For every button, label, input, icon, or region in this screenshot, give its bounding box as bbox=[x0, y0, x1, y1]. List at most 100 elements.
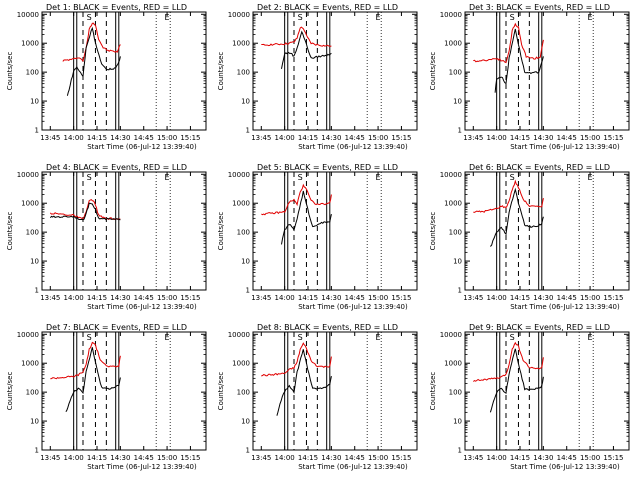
y-tick-label: 1000 bbox=[444, 40, 462, 48]
y-tick-label: 1000 bbox=[444, 360, 462, 368]
x-tick-label: 14:45 bbox=[557, 294, 577, 302]
x-axis-label: Start Time (06-Jul-12 13:39:40) bbox=[510, 303, 620, 311]
x-tick-label: 14:15 bbox=[87, 454, 107, 462]
detector-panel-7: S E 1 10 100 1000 10000 13:45 14:00 14:15 14:30 14:… bbox=[6, 323, 207, 471]
y-tick-label: 1000 bbox=[444, 200, 462, 208]
x-tick-label: 14:15 bbox=[298, 294, 318, 302]
events-series-line bbox=[281, 190, 332, 245]
lld-series-line bbox=[473, 179, 544, 213]
x-tick-label: 14:00 bbox=[64, 134, 84, 142]
x-tick-label: 15:00 bbox=[368, 294, 388, 302]
panel-title: Det 2: BLACK = Events, RED = LLD bbox=[257, 3, 398, 12]
x-tick-label: 14:30 bbox=[110, 454, 130, 462]
lld-series-line bbox=[261, 342, 332, 377]
y-axis-label: Counts/sec bbox=[6, 52, 14, 91]
x-tick-label: 15:00 bbox=[580, 134, 600, 142]
x-tick-label: 14:15 bbox=[87, 134, 107, 142]
x-tick-label: 14:30 bbox=[533, 134, 553, 142]
y-tick-label: 100 bbox=[237, 229, 250, 237]
marker-label-e: E bbox=[588, 173, 593, 182]
x-tick-label: 15:00 bbox=[580, 294, 600, 302]
marker-label-e: E bbox=[165, 333, 170, 342]
detector-panel-4: S E 1 10 100 1000 10000 13:45 14:00 14:15 14:30 14:… bbox=[6, 163, 207, 311]
x-tick-label: 13:45 bbox=[40, 294, 60, 302]
y-tick-label: 1000 bbox=[21, 40, 39, 48]
x-tick-label: 14:30 bbox=[321, 294, 341, 302]
lld-series-line bbox=[473, 22, 544, 64]
x-tick-label: 14:45 bbox=[345, 454, 365, 462]
panel-title: Det 7: BLACK = Events, RED = LLD bbox=[46, 323, 187, 332]
x-tick-label: 15:15 bbox=[180, 294, 200, 302]
y-tick-label: 100 bbox=[449, 389, 462, 397]
x-tick-label: 15:00 bbox=[157, 294, 177, 302]
y-tick-label: 100 bbox=[449, 69, 462, 77]
x-tick-label: 14:00 bbox=[275, 294, 295, 302]
detector-panel-9: S E 1 10 100 1000 10000 13:45 14:00 14:15 14:30 14:… bbox=[429, 323, 630, 471]
y-tick-label: 1 bbox=[246, 287, 250, 295]
x-tick-label: 14:30 bbox=[533, 454, 553, 462]
y-tick-label: 1000 bbox=[232, 40, 250, 48]
y-tick-label: 1000 bbox=[21, 360, 39, 368]
x-tick-label: 14:15 bbox=[510, 134, 530, 142]
x-tick-label: 13:45 bbox=[40, 134, 60, 142]
x-tick-label: 14:30 bbox=[321, 134, 341, 142]
x-tick-label: 15:15 bbox=[603, 294, 623, 302]
y-tick-label: 1 bbox=[35, 127, 39, 135]
y-tick-label: 100 bbox=[26, 69, 39, 77]
y-tick-label: 1 bbox=[458, 127, 462, 135]
marker-label-s: S bbox=[87, 173, 92, 182]
plot-frame bbox=[41, 171, 207, 291]
x-tick-label: 13:45 bbox=[463, 134, 483, 142]
x-axis-label: Start Time (06-Jul-12 13:39:40) bbox=[510, 463, 620, 471]
x-tick-label: 14:30 bbox=[110, 294, 130, 302]
y-axis-label: Counts/sec bbox=[429, 372, 437, 411]
y-tick-label: 1 bbox=[246, 447, 250, 455]
y-tick-label: 1000 bbox=[21, 200, 39, 208]
marker-label-s: S bbox=[87, 333, 92, 342]
x-tick-label: 15:15 bbox=[603, 454, 623, 462]
x-axis-label: Start Time (06-Jul-12 13:39:40) bbox=[298, 463, 408, 471]
x-tick-label: 15:00 bbox=[157, 134, 177, 142]
y-tick-label: 10 bbox=[30, 418, 39, 426]
plot-frame bbox=[464, 331, 630, 451]
marker-label-e: E bbox=[376, 173, 381, 182]
x-tick-label: 13:45 bbox=[251, 294, 271, 302]
x-tick-label: 14:00 bbox=[275, 454, 295, 462]
x-axis-label: Start Time (06-Jul-12 13:39:40) bbox=[298, 303, 408, 311]
x-tick-label: 13:45 bbox=[40, 454, 60, 462]
y-axis-label: Counts/sec bbox=[217, 212, 225, 251]
x-tick-label: 15:15 bbox=[391, 454, 411, 462]
y-tick-label: 10 bbox=[241, 418, 250, 426]
marker-label-e: E bbox=[376, 333, 381, 342]
x-tick-label: 15:00 bbox=[368, 134, 388, 142]
x-tick-label: 14:30 bbox=[110, 134, 130, 142]
x-tick-label: 14:15 bbox=[298, 454, 318, 462]
plot-frame bbox=[464, 11, 630, 131]
y-tick-label: 100 bbox=[26, 389, 39, 397]
y-tick-label: 10 bbox=[30, 258, 39, 266]
y-tick-label: 100 bbox=[449, 229, 462, 237]
x-tick-label: 13:45 bbox=[251, 454, 271, 462]
marker-label-e: E bbox=[165, 173, 170, 182]
y-tick-label: 10000 bbox=[17, 11, 39, 19]
y-tick-label: 10000 bbox=[440, 171, 462, 179]
x-tick-label: 14:30 bbox=[321, 454, 341, 462]
lld-series-line bbox=[473, 341, 544, 382]
y-tick-label: 10 bbox=[453, 258, 462, 266]
marker-label-e: E bbox=[588, 333, 593, 342]
x-tick-label: 14:15 bbox=[510, 454, 530, 462]
marker-label-s: S bbox=[298, 173, 303, 182]
y-axis-label: Counts/sec bbox=[217, 52, 225, 91]
y-tick-label: 10000 bbox=[440, 331, 462, 339]
detector-panel-8: S E 1 10 100 1000 10000 13:45 14:00 14:15 14:30 14:… bbox=[217, 323, 418, 471]
x-tick-label: 14:15 bbox=[87, 294, 107, 302]
x-tick-label: 14:45 bbox=[557, 134, 577, 142]
detector-panel-2: S E 1 10 100 1000 10000 13:45 14:00 14:15 14:30 14:… bbox=[217, 3, 418, 151]
y-axis-label: Counts/sec bbox=[429, 52, 437, 91]
lld-series-line bbox=[62, 22, 121, 63]
x-tick-label: 15:00 bbox=[368, 454, 388, 462]
x-tick-label: 13:45 bbox=[251, 134, 271, 142]
marker-label-e: E bbox=[376, 13, 381, 22]
detector-panel-3: S E 1 10 100 1000 10000 13:45 14:00 14:15 14:30 14:… bbox=[429, 3, 630, 151]
lld-series-line bbox=[261, 26, 332, 47]
